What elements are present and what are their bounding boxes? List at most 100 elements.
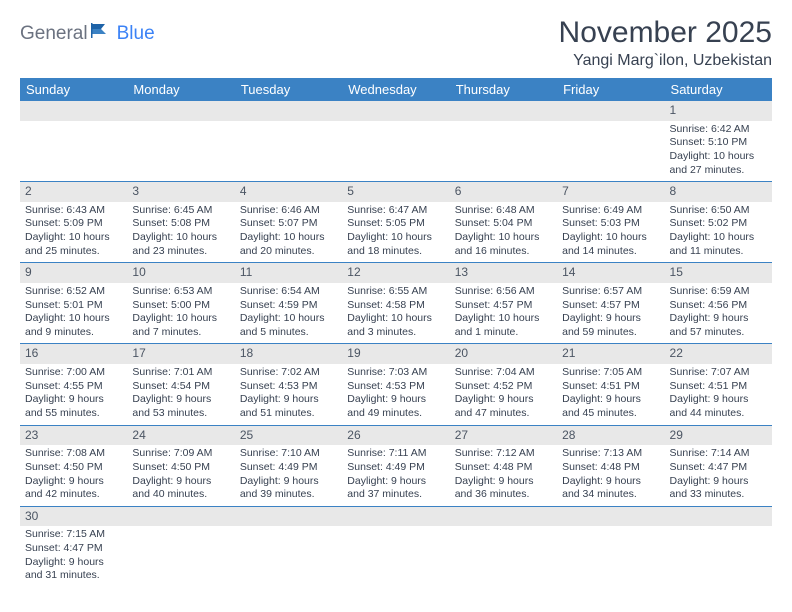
day-content: Sunrise: 7:10 AMSunset: 4:49 PMDaylight:… [235, 445, 342, 506]
header: General Blue November 2025 Yangi Marg`il… [20, 16, 772, 70]
calendar-day-cell: 24Sunrise: 7:09 AMSunset: 4:50 PMDayligh… [127, 425, 234, 506]
daylight-text-1: Daylight: 10 hours [347, 231, 444, 245]
sunrise-text: Sunrise: 7:15 AM [25, 528, 122, 542]
sunrise-text: Sunrise: 6:53 AM [132, 285, 229, 299]
daylight-text-2: and 44 minutes. [670, 407, 767, 421]
sunset-text: Sunset: 4:52 PM [455, 380, 552, 394]
daylight-text-1: Daylight: 10 hours [25, 312, 122, 326]
sunset-text: Sunset: 4:53 PM [347, 380, 444, 394]
daylight-text-2: and 3 minutes. [347, 326, 444, 340]
sunset-text: Sunset: 4:47 PM [670, 461, 767, 475]
day-content: Sunrise: 7:11 AMSunset: 4:49 PMDaylight:… [342, 445, 449, 506]
sunrise-text: Sunrise: 7:14 AM [670, 447, 767, 461]
sunset-text: Sunset: 4:54 PM [132, 380, 229, 394]
daylight-text-1: Daylight: 9 hours [25, 393, 122, 407]
sunrise-text: Sunrise: 7:07 AM [670, 366, 767, 380]
day-content: Sunrise: 7:03 AMSunset: 4:53 PMDaylight:… [342, 364, 449, 425]
day-number [342, 507, 449, 527]
daylight-text-1: Daylight: 10 hours [670, 150, 767, 164]
day-number [557, 507, 664, 527]
calendar-day-cell: 22Sunrise: 7:07 AMSunset: 4:51 PMDayligh… [665, 344, 772, 425]
daylight-text-2: and 9 minutes. [25, 326, 122, 340]
sunset-text: Sunset: 5:02 PM [670, 217, 767, 231]
daylight-text-1: Daylight: 9 hours [562, 312, 659, 326]
day-content: Sunrise: 6:43 AMSunset: 5:09 PMDaylight:… [20, 202, 127, 263]
daylight-text-2: and 27 minutes. [670, 164, 767, 178]
day-number: 5 [342, 182, 449, 202]
daylight-text-2: and 51 minutes. [240, 407, 337, 421]
sunset-text: Sunset: 4:49 PM [240, 461, 337, 475]
sunrise-text: Sunrise: 6:46 AM [240, 204, 337, 218]
day-content: Sunrise: 7:08 AMSunset: 4:50 PMDaylight:… [20, 445, 127, 506]
title-block: November 2025 Yangi Marg`ilon, Uzbekista… [559, 16, 772, 70]
logo: General Blue [20, 22, 155, 45]
day-header: Thursday [450, 78, 557, 101]
sunrise-text: Sunrise: 6:54 AM [240, 285, 337, 299]
sunrise-text: Sunrise: 6:52 AM [25, 285, 122, 299]
calendar-day-cell: 15Sunrise: 6:59 AMSunset: 4:56 PMDayligh… [665, 263, 772, 344]
daylight-text-1: Daylight: 9 hours [347, 475, 444, 489]
daylight-text-2: and 53 minutes. [132, 407, 229, 421]
sunrise-text: Sunrise: 7:12 AM [455, 447, 552, 461]
day-content: Sunrise: 7:01 AMSunset: 4:54 PMDaylight:… [127, 364, 234, 425]
day-content: Sunrise: 6:57 AMSunset: 4:57 PMDaylight:… [557, 283, 664, 344]
daylight-text-1: Daylight: 10 hours [347, 312, 444, 326]
calendar-day-cell [557, 506, 664, 587]
day-content: Sunrise: 6:42 AMSunset: 5:10 PMDaylight:… [665, 121, 772, 182]
day-number: 22 [665, 344, 772, 364]
sunset-text: Sunset: 5:04 PM [455, 217, 552, 231]
daylight-text-2: and 25 minutes. [25, 245, 122, 259]
day-header: Saturday [665, 78, 772, 101]
daylight-text-2: and 14 minutes. [562, 245, 659, 259]
day-number: 8 [665, 182, 772, 202]
day-number: 24 [127, 426, 234, 446]
sunset-text: Sunset: 5:09 PM [25, 217, 122, 231]
calendar-day-cell [235, 506, 342, 587]
daylight-text-2: and 59 minutes. [562, 326, 659, 340]
daylight-text-1: Daylight: 9 hours [562, 475, 659, 489]
day-content: Sunrise: 6:54 AMSunset: 4:59 PMDaylight:… [235, 283, 342, 344]
daylight-text-1: Daylight: 9 hours [670, 312, 767, 326]
day-header: Friday [557, 78, 664, 101]
calendar-day-cell [20, 101, 127, 182]
daylight-text-1: Daylight: 9 hours [132, 475, 229, 489]
day-number: 25 [235, 426, 342, 446]
calendar-day-cell: 5Sunrise: 6:47 AMSunset: 5:05 PMDaylight… [342, 182, 449, 263]
calendar-week-row: 30Sunrise: 7:15 AMSunset: 4:47 PMDayligh… [20, 506, 772, 587]
daylight-text-1: Daylight: 10 hours [455, 312, 552, 326]
sunset-text: Sunset: 5:08 PM [132, 217, 229, 231]
daylight-text-2: and 47 minutes. [455, 407, 552, 421]
sunset-text: Sunset: 5:07 PM [240, 217, 337, 231]
sunset-text: Sunset: 4:57 PM [455, 299, 552, 313]
day-number: 15 [665, 263, 772, 283]
day-number: 16 [20, 344, 127, 364]
day-number: 2 [20, 182, 127, 202]
daylight-text-1: Daylight: 9 hours [670, 393, 767, 407]
day-of-week-header-row: SundayMondayTuesdayWednesdayThursdayFrid… [20, 78, 772, 101]
calendar-day-cell: 1Sunrise: 6:42 AMSunset: 5:10 PMDaylight… [665, 101, 772, 182]
day-number [127, 101, 234, 121]
daylight-text-1: Daylight: 9 hours [240, 393, 337, 407]
calendar-table: SundayMondayTuesdayWednesdayThursdayFrid… [20, 78, 772, 587]
calendar-day-cell: 9Sunrise: 6:52 AMSunset: 5:01 PMDaylight… [20, 263, 127, 344]
day-number: 23 [20, 426, 127, 446]
calendar-week-row: 9Sunrise: 6:52 AMSunset: 5:01 PMDaylight… [20, 263, 772, 344]
daylight-text-1: Daylight: 10 hours [240, 231, 337, 245]
sunrise-text: Sunrise: 6:47 AM [347, 204, 444, 218]
day-number: 7 [557, 182, 664, 202]
daylight-text-1: Daylight: 9 hours [562, 393, 659, 407]
sunset-text: Sunset: 4:48 PM [562, 461, 659, 475]
day-content: Sunrise: 7:13 AMSunset: 4:48 PMDaylight:… [557, 445, 664, 506]
day-number: 20 [450, 344, 557, 364]
daylight-text-1: Daylight: 9 hours [670, 475, 767, 489]
day-number: 9 [20, 263, 127, 283]
calendar-day-cell: 23Sunrise: 7:08 AMSunset: 4:50 PMDayligh… [20, 425, 127, 506]
sunset-text: Sunset: 4:55 PM [25, 380, 122, 394]
calendar-day-cell: 17Sunrise: 7:01 AMSunset: 4:54 PMDayligh… [127, 344, 234, 425]
sunrise-text: Sunrise: 6:56 AM [455, 285, 552, 299]
logo-text-general: General [20, 23, 88, 45]
sunrise-text: Sunrise: 6:57 AM [562, 285, 659, 299]
sunrise-text: Sunrise: 7:13 AM [562, 447, 659, 461]
calendar-day-cell: 4Sunrise: 6:46 AMSunset: 5:07 PMDaylight… [235, 182, 342, 263]
daylight-text-1: Daylight: 9 hours [240, 475, 337, 489]
